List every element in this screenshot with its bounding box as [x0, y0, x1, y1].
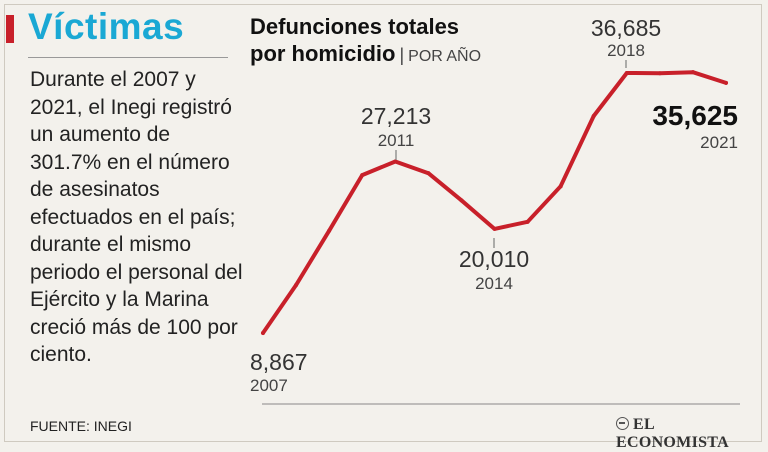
title-rule — [28, 57, 228, 58]
data-point-2021 — [724, 80, 728, 85]
chart-title: Defunciones totales por homicidio | POR AÑ… — [250, 13, 481, 70]
data-point-2015 — [525, 219, 530, 224]
value-label-2007: 8,867 — [250, 349, 308, 375]
data-point-2018 — [624, 71, 629, 75]
data-point-2008 — [294, 282, 299, 287]
chart-subtitle: POR AÑO — [408, 48, 482, 65]
data-point-2019 — [657, 71, 662, 76]
value-label-2014: 20,010 — [459, 246, 529, 272]
value-label-2018: 36,685 — [591, 15, 661, 41]
brand-name: EL ECONOMISTA — [616, 416, 729, 451]
source-note: FUENTE: INEGI — [30, 418, 132, 434]
data-point-2016 — [558, 184, 563, 189]
value-label-2011: 27,213 — [361, 103, 431, 129]
data-point-2012 — [426, 171, 431, 176]
brand-icon — [616, 417, 629, 430]
chart-title-line1: Defunciones totales — [250, 14, 460, 39]
chart-title-line2: por homicidio — [250, 41, 396, 66]
year-label-2021: 2021 — [700, 133, 738, 152]
data-point-2014 — [492, 226, 497, 231]
data-point-2017 — [591, 114, 596, 119]
section-title: Víctimas — [28, 6, 185, 47]
frame — [4, 4, 762, 442]
value-label-2021: 35,625 — [652, 100, 738, 131]
year-label-2018: 2018 — [607, 41, 645, 60]
year-label-2011: 2011 — [378, 131, 415, 150]
chart-title-separator: | — [399, 45, 405, 65]
data-point-2007 — [261, 331, 265, 335]
brand-logo: EL ECONOMISTA — [616, 416, 768, 452]
data-point-2011 — [393, 159, 398, 164]
data-point-2020 — [690, 70, 695, 75]
data-point-2010 — [360, 173, 365, 178]
data-point-2013 — [459, 198, 464, 203]
intro-text: Durante el 2007 y 2021, el Inegi registr… — [30, 68, 243, 366]
year-label-2007: 2007 — [250, 376, 288, 395]
accent-bar — [6, 15, 14, 43]
data-point-2009 — [327, 228, 332, 233]
year-label-2014: 2014 — [475, 274, 513, 293]
